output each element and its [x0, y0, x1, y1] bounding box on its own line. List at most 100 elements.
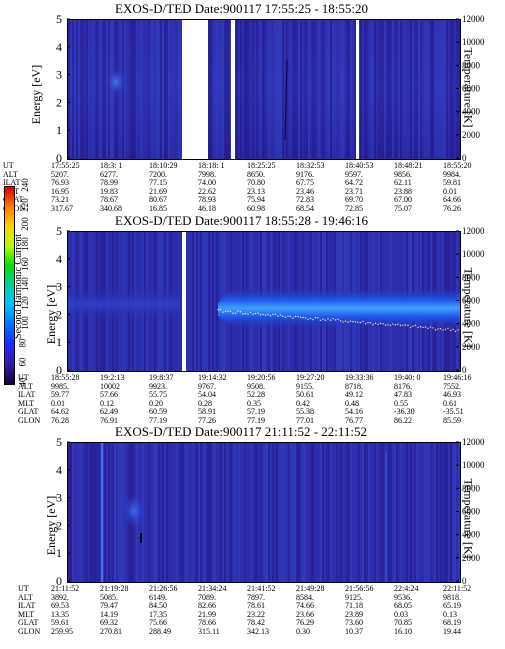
- ephemeris-value: 0.61: [443, 398, 457, 408]
- ephemeris-value: 19.44: [443, 626, 461, 636]
- ephemeris-value: -36.30: [394, 407, 415, 417]
- ephemeris-value: 270.81: [100, 626, 122, 636]
- ephemeris-value: 70.85: [394, 618, 412, 628]
- ephemeris-value: 9985.: [51, 381, 69, 391]
- ephemeris-value: 47.83: [394, 390, 412, 400]
- ephemeris-value: 79.47: [100, 601, 118, 611]
- panel-2-left-axis: 5 4 3 2 1 0: [56, 224, 70, 377]
- ephemeris-value: 9767.: [198, 381, 216, 391]
- ephemeris-column: 19:20:56 9508. 52.28 0.35 57.19 77.19: [247, 373, 285, 426]
- panel-1-data-gap-2: [231, 20, 235, 159]
- row-label-alt: ALT: [18, 592, 33, 602]
- panel-1-svg: [68, 20, 460, 159]
- panel-3-ephemeris-table: 21:11:52 3892. 69.53 13.35 59.61 259.95 21:19:…: [0, 584, 505, 637]
- panel-2-weak-band: [68, 287, 180, 321]
- ephemeris-value: 76.28: [51, 415, 69, 425]
- ephemeris-column: 18:25:25 8650. 70.80 23.13 75.94 60.98: [247, 161, 285, 214]
- right-tick-label: 6000: [462, 296, 481, 306]
- left-tick-label: 4: [56, 40, 62, 54]
- ephemeris-value: 7897.: [247, 592, 265, 602]
- ephemeris-column: 17:55:25 5207. 76.93 16.95 73.21 317.67: [51, 161, 89, 214]
- ephemeris-value: 6277.: [100, 169, 118, 179]
- right-tick-label: 10000: [462, 37, 485, 47]
- row-label-glon: GLON: [18, 415, 41, 425]
- ephemeris-value: 78.66: [198, 618, 216, 628]
- ephemeris-value: 78.61: [247, 601, 265, 611]
- left-tick-label: 0: [56, 151, 62, 165]
- ephemeris-value: 55.75: [149, 390, 167, 400]
- ephemeris-value: 0.35: [247, 398, 261, 408]
- ephemeris-value: 74.66: [296, 601, 314, 611]
- row-label-glat: GLAT: [18, 618, 39, 628]
- ephemeris-value: 9818.: [443, 592, 461, 602]
- ephemeris-value: 0.28: [198, 398, 212, 408]
- panel-2-right-axis: 12000 10000 8000 6000 4000 2000 0: [456, 226, 485, 375]
- ephemeris-value: 18:3: 1: [100, 161, 123, 170]
- ephemeris-value: 9508.: [247, 381, 265, 391]
- panel-2-data-gap: [182, 232, 186, 371]
- ephemeris-value: 9536.: [394, 592, 412, 602]
- ephemeris-value: 73.60: [345, 618, 363, 628]
- ephemeris-value: 80.67: [149, 195, 167, 205]
- ephemeris-value: 57.19: [247, 407, 265, 417]
- ephemeris-column: 21:49:28 8584. 74.66 23.66 76.29 0.30: [296, 584, 334, 637]
- colorbar-tick-label: 100: [19, 316, 30, 330]
- ephemeris-value: 9176.: [296, 169, 314, 179]
- ephemeris-value: 0.12: [100, 398, 114, 408]
- row-label-mlt: MLT: [18, 609, 35, 619]
- ephemeris-value: 78.42: [247, 618, 265, 628]
- colorbar-tick-label: 200: [19, 217, 30, 232]
- panel-1-enhancement: [106, 68, 126, 96]
- ephemeris-value: 21:34:24: [198, 584, 227, 593]
- left-tick-label: 5: [56, 435, 62, 449]
- ephemeris-value: 21.99: [198, 609, 216, 619]
- ephemeris-value: 86.22: [394, 415, 412, 425]
- ephemeris-column: 18:48:21 9856. 62.11 23.88 67.00 75.07: [394, 161, 432, 214]
- ephemeris-value: 9125.: [345, 592, 363, 602]
- ephemeris-value: 19:27:20: [296, 373, 325, 382]
- ephemeris-value: 21:19:28: [100, 584, 129, 593]
- ephemeris-value: 59.61: [51, 618, 69, 628]
- ephemeris-value: 19:2:13: [100, 373, 125, 382]
- colorbar-tick-label: 140: [19, 276, 30, 291]
- colorbar-tick-label: 240: [19, 178, 30, 192]
- ephemeris-value: 19:46:16: [443, 373, 472, 382]
- left-tick-label: 2: [56, 518, 62, 532]
- ephemeris-column: 18:10:29 7200. 77.15 21.69 80.67 16.85: [149, 161, 187, 214]
- ephemeris-value: 77.19: [149, 415, 167, 425]
- ephemeris-value: 60.98: [247, 203, 265, 213]
- ephemeris-value: 5207.: [51, 169, 69, 179]
- ephemeris-value: 85.59: [443, 415, 461, 425]
- ephemeris-value: 10.37: [345, 626, 363, 636]
- right-tick-label: 8000: [462, 60, 481, 70]
- right-tick-label: 4000: [462, 107, 481, 117]
- ephemeris-value: 72.85: [345, 203, 363, 213]
- ephemeris-column: 19:2:13 10002 57.66 0.12 62.49 76.91: [100, 373, 138, 426]
- ephemeris-value: 74.00: [198, 178, 216, 188]
- ephemeris-column: 21:11:52 3892. 69.53 13.35 59.61 259.95: [51, 584, 89, 637]
- ephemeris-value: 69.70: [345, 195, 363, 205]
- ephemeris-column: 19:14:32 9767. 54.04 0.28 58.91 77.26: [198, 373, 236, 426]
- ephemeris-column: 19:40: 0 8176. 47.83 0.55 -36.30 86.22: [394, 373, 432, 426]
- colorbar-ticks: 240 220 200 180 160 140 120 100 80 60 40: [18, 178, 40, 386]
- ephemeris-value: 68.54: [296, 203, 314, 213]
- panel-1-ephemeris-table: 17:55:25 5207. 76.93 16.95 73.21 317.67 18:3: …: [0, 161, 505, 214]
- left-tick-label: 1: [56, 546, 62, 560]
- ephemeris-value: 67.75: [296, 178, 314, 188]
- ephemeris-value: 18:25:25: [247, 161, 276, 170]
- ephemeris-value: 84.50: [149, 601, 167, 611]
- ephemeris-value: 82.66: [198, 601, 216, 611]
- right-tick-label: 4000: [462, 530, 481, 540]
- ephemeris-value: 23.88: [394, 186, 412, 196]
- row-label-alt: ALT: [18, 381, 33, 391]
- left-tick-label: 0: [56, 574, 62, 588]
- ephemeris-value: 73.21: [51, 195, 69, 205]
- ephemeris-column: 18:55:28 9985. 59.77 0.01 64.62 76.28: [51, 373, 89, 426]
- panel-1-data-gap-1: [182, 20, 208, 159]
- ephemeris-value: 21:26:56: [149, 584, 178, 593]
- ephemeris-value: 65.19: [443, 601, 461, 611]
- ephemeris-value: 18:48:21: [394, 161, 423, 170]
- right-tick-label: 10000: [462, 460, 485, 470]
- ephemeris-value: 0.42: [296, 398, 310, 408]
- panel-2-title: EXOS-D/TED Date:900117 18:55:28 - 19:46:…: [115, 213, 368, 228]
